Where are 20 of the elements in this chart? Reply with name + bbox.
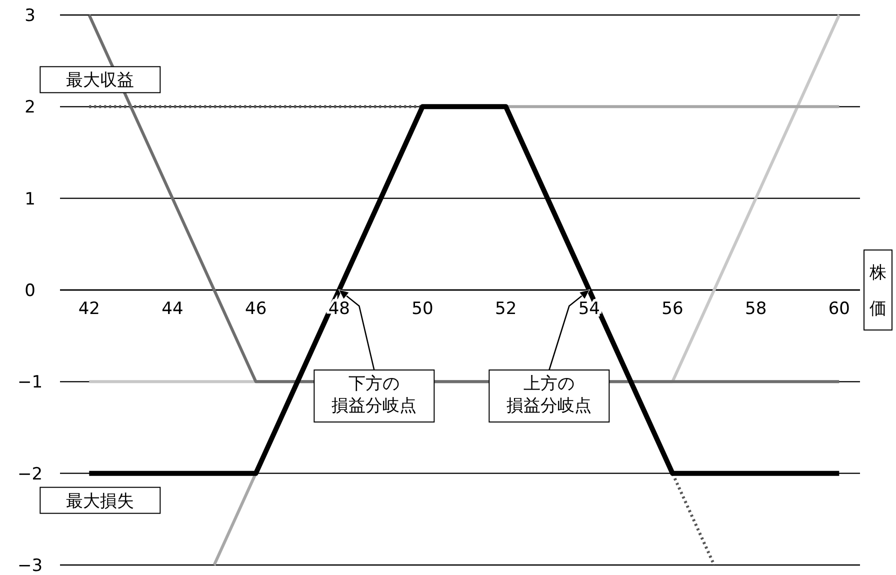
- annotation: 最大損失: [66, 491, 134, 512]
- x-tick-label: 44: [162, 299, 184, 319]
- y-tick-label: 3: [24, 6, 36, 26]
- x-tick-label: 46: [245, 299, 267, 319]
- x-tick-label: 60: [828, 299, 850, 319]
- annotation: 最大収益: [66, 70, 134, 91]
- x-tick-label: 52: [495, 299, 517, 319]
- x-tick-label: 42: [78, 299, 100, 319]
- x-tick-label: 50: [412, 299, 434, 319]
- x-tick-label: 58: [745, 299, 767, 319]
- y-tick-label: 0: [24, 281, 36, 301]
- y-tick-label: −1: [17, 372, 43, 393]
- y-tick-label: −2: [17, 464, 43, 484]
- y-tick-label: 2: [24, 98, 36, 118]
- y-tick-label: 1: [24, 189, 36, 210]
- x-tick-label: 56: [662, 299, 684, 319]
- annotation: 下方の損益分岐点: [332, 374, 417, 416]
- x-axis-title: 株価: [868, 263, 886, 319]
- annotation: 上方の損益分岐点: [506, 374, 592, 416]
- y-tick-label: −3: [17, 556, 43, 575]
